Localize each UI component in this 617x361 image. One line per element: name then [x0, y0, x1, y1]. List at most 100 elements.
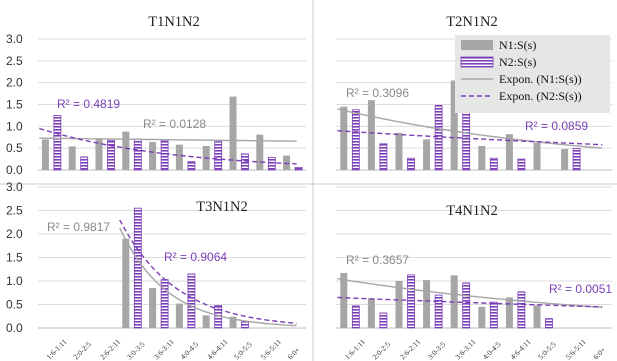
trendline-n2 [119, 219, 297, 324]
trendline-n2 [337, 296, 603, 308]
bar-n1 [533, 305, 541, 328]
x-tick-label: 3:6-3:11 [152, 337, 176, 361]
bar-n2 [133, 138, 142, 171]
x-tick-label: 5:0-5:5 [232, 340, 254, 361]
y-tick-label: 0.5 [6, 141, 23, 155]
bar-n1 [395, 281, 403, 328]
bar-n2 [294, 166, 303, 171]
bar-n2 [351, 305, 360, 329]
bar-n2 [434, 294, 443, 329]
trendline-n1 [119, 227, 297, 327]
bar-n2 [489, 301, 498, 329]
bar-n2 [80, 156, 89, 171]
y-tick-label: 0.5 [6, 298, 23, 312]
x-tick-label: 2:0-2:5 [71, 340, 93, 361]
bar-n2 [241, 321, 249, 329]
bar-n2 [407, 274, 415, 329]
bar-n1 [122, 238, 130, 328]
bar-n1 [423, 280, 431, 328]
x-tick-label: 3:6-3:11 [453, 337, 477, 361]
bar-n2 [160, 139, 169, 171]
bar-n1 [367, 298, 375, 328]
y-tick-label: 1.0 [6, 274, 23, 288]
bar-n2 [407, 157, 415, 171]
y-tick-label: 1.5 [6, 98, 23, 112]
bar-n1 [505, 134, 513, 170]
y-tick-label: 1.0 [6, 119, 23, 133]
bar-n2 [517, 291, 526, 329]
chart-title: T3N1N2 [196, 199, 248, 215]
bar-n1 [175, 144, 183, 170]
bar-n1 [175, 303, 183, 328]
bar-n1 [478, 145, 486, 170]
bar-n2 [434, 104, 443, 171]
bar-n1 [505, 297, 513, 328]
bar-n2 [572, 148, 581, 171]
legend-swatch-n1 [461, 40, 493, 50]
y-tick-label: 2.0 [6, 227, 23, 241]
x-tick-label: 3:0-3:5 [125, 340, 147, 361]
y-tick-label: 2.5 [6, 54, 23, 68]
bar-n2 [267, 156, 276, 171]
r2-label-n1: R² = 0.9817 [47, 220, 110, 234]
r2-label-n2: R² = 0.4819 [57, 97, 120, 111]
chart-panel-T1N1N2: T1N1N2 0.0 0.5 1.0 1.5 2.0 2.5 3.0 R² = 0.0128 R²… [6, 14, 306, 177]
y-tick-label: 2.0 [6, 76, 23, 90]
bar-n1 [423, 139, 431, 170]
bar-n1 [340, 273, 348, 328]
trendline-n2 [39, 127, 297, 165]
bar-n1 [149, 288, 157, 328]
bar-n2 [517, 158, 526, 171]
y-tick-label: 3.0 [6, 32, 23, 46]
x-tick-label: 5:6-5:11 [564, 337, 588, 361]
bar-n1 [202, 315, 210, 328]
y-tick-label: 1.5 [6, 251, 23, 265]
x-tick-label: 5:6-5:11 [259, 337, 283, 361]
bar-n1 [561, 149, 569, 170]
x-tick-label: 4:0-4:5 [178, 340, 200, 361]
bar-n2 [53, 115, 62, 171]
legend-label: N1:S(s) [499, 38, 536, 52]
chart-title: T4N1N2 [446, 203, 498, 219]
y-tick-label: 0.0 [6, 163, 23, 177]
bar-n2 [462, 282, 471, 329]
bar-n2 [241, 153, 249, 171]
bar-n1 [68, 146, 76, 170]
bar-n2 [214, 141, 223, 171]
bar-n1 [122, 131, 130, 170]
bar-n1 [478, 306, 486, 328]
x-tick-label: 6:0+ [591, 345, 607, 361]
bar-n1 [256, 134, 264, 170]
chart-panel-T3N1N2: T3N1N2 0.0 0.5 1.0 1.5 2.0 2.5 3.0 R² = 0.9817 R²… [6, 180, 306, 361]
r2-label-n1: R² = 0.3096 [346, 86, 409, 100]
r2-label-n2: R² = 0.0051 [549, 282, 612, 296]
x-tick-label: 4:0-4:5 [481, 340, 503, 361]
trendline-n1 [337, 108, 603, 149]
x-tick-label: 2:6-2:11 [398, 337, 422, 361]
x-tick-label: 2:0-2:5 [370, 340, 392, 361]
bar-n2 [545, 318, 553, 329]
chart-title: T1N1N2 [148, 14, 200, 30]
bar-n2 [187, 273, 196, 329]
r2-label-n2: R² = 0.0859 [525, 119, 588, 133]
chart-panel-T2N1N2: T2N1N2 R² = 0.3096 R² = 0.0859 N1:S(s) N2:S(… [336, 14, 612, 171]
x-tick-label: 3:0-3:5 [426, 340, 448, 361]
x-tick-label: 4:6-4:11 [508, 337, 532, 361]
bar-n1 [229, 96, 237, 170]
trendline-n2 [337, 130, 603, 146]
bar-n2 [379, 312, 388, 329]
trendline-n1 [337, 277, 603, 308]
bar-n1 [41, 139, 49, 170]
x-tick-label: 4:6-4:11 [205, 337, 229, 361]
bar-n1 [229, 316, 237, 328]
x-tick-label: 1:6-1:11 [343, 337, 367, 361]
r2-label-n2: R² = 0.9064 [164, 250, 227, 264]
bar-n2 [489, 157, 498, 171]
panels: T1N1N2 0.0 0.5 1.0 1.5 2.0 2.5 3.0 R² = 0.0128 R²… [6, 14, 612, 361]
r2-label-n1: R² = 0.0128 [143, 117, 206, 131]
legend-label: N2:S(s) [499, 55, 536, 69]
chart-panel-T4N1N2: T4N1N2 R² = 0.3657 R² = 0.0051 1:6-1:11 2:0-… [336, 186, 612, 361]
x-tick-label: 1:6-1:11 [44, 337, 68, 361]
bar-n2 [187, 161, 196, 171]
